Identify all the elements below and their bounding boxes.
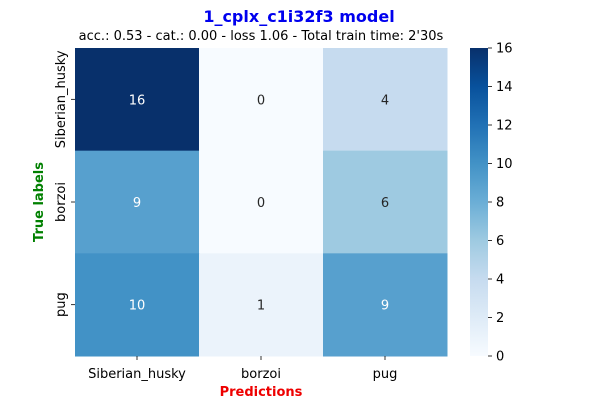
heatmap-cell: [199, 48, 324, 152]
x-tick-label: borzoi: [241, 367, 281, 382]
x-axis-ticks: Siberian_husky borzoi pug: [88, 356, 397, 382]
y-axis-label: True labels: [32, 162, 47, 242]
colorbar: [470, 48, 488, 356]
x-tick-label: pug: [373, 367, 398, 382]
colorbar-ticks: 0 2 4 6 8 10 12 14 16: [488, 42, 513, 365]
heatmap-cell: [75, 48, 200, 152]
heatmap-cell-value: 9: [133, 196, 141, 211]
heatmap-cell-value: 9: [381, 299, 389, 314]
heatmap-cell-value: 4: [381, 93, 389, 108]
chart-subtitle: acc.: 0.53 - cat.: 0.00 - loss 1.06 - To…: [79, 29, 444, 44]
heatmap-cell-labels: 16 0 4 9 0 6 10 1 9: [129, 93, 389, 313]
colorbar-tick-label: 2: [496, 311, 504, 326]
colorbar-tick-label: 6: [496, 234, 504, 249]
heatmap-cell-value: 16: [129, 93, 146, 108]
heatmap-cell: [75, 253, 200, 357]
colorbar-tick-label: 4: [496, 273, 504, 288]
colorbar-tick-label: 12: [496, 119, 513, 134]
colorbar-tick-label: 10: [496, 157, 513, 172]
chart-title: 1_cplx_c1i32f3 model: [203, 7, 394, 26]
x-axis-label: Predictions: [220, 385, 303, 400]
colorbar-tick-label: 14: [496, 80, 513, 95]
heatmap-cell-value: 0: [257, 196, 265, 211]
heatmap-cell: [323, 48, 448, 152]
y-tick-label: Siberian_husky: [54, 50, 69, 148]
heatmap-cell-value: 6: [381, 196, 389, 211]
heatmap-cell-value: 10: [129, 299, 146, 314]
colorbar-tick-label: 8: [496, 196, 504, 211]
heatmap-cell: [323, 253, 448, 357]
heatmap-cell: [75, 150, 200, 254]
colorbar-tick-label: 16: [496, 42, 513, 57]
heatmap-cell-value: 0: [257, 93, 265, 108]
heatmap-cell: [199, 150, 324, 254]
colorbar-tick-label: 0: [496, 350, 504, 365]
heatmap-cell-value: 1: [257, 299, 265, 314]
y-tick-label: pug: [54, 292, 69, 317]
heatmap-cells: [75, 48, 448, 357]
y-tick-label: borzoi: [54, 182, 69, 222]
heatmap-cell: [323, 150, 448, 254]
x-tick-label: Siberian_husky: [88, 367, 186, 382]
heatmap-cell: [199, 253, 324, 357]
